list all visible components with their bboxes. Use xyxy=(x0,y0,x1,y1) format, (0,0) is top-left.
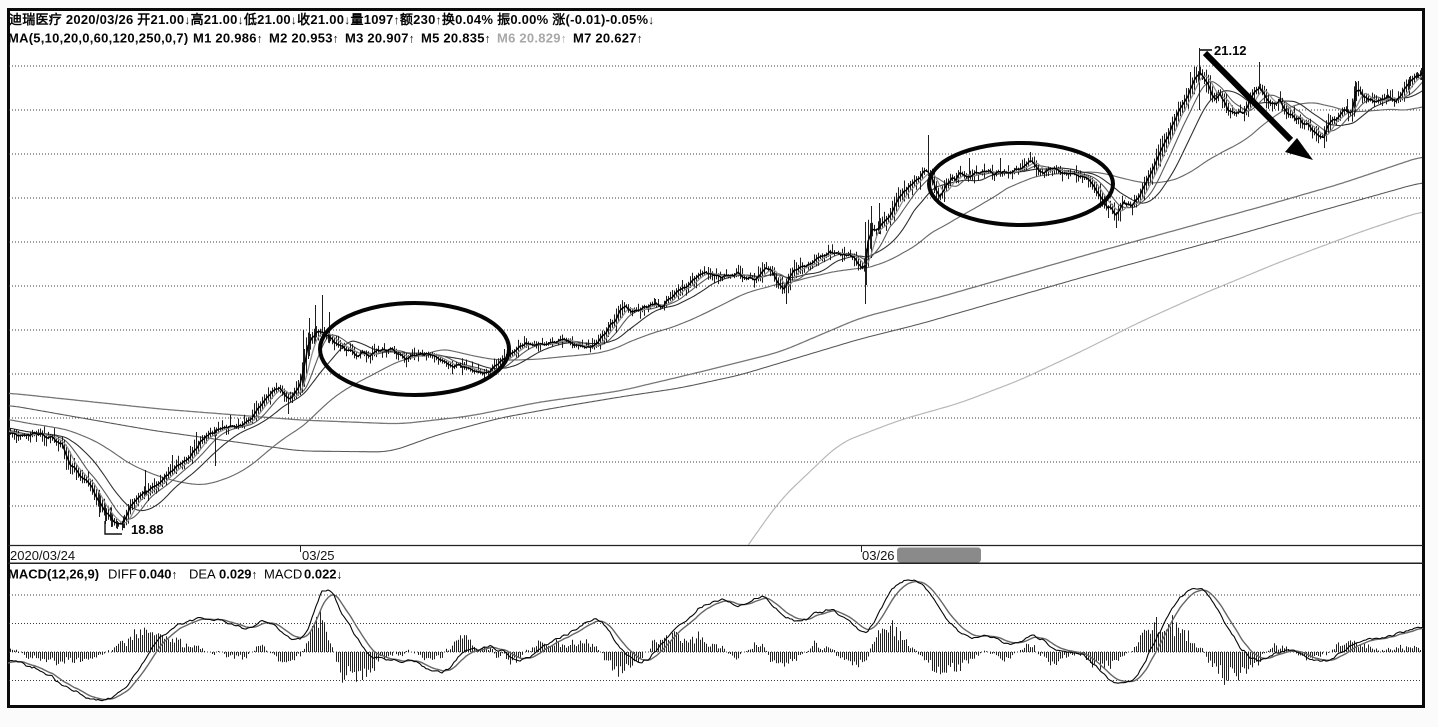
svg-text:03/26: 03/26 xyxy=(862,548,895,563)
svg-text:21.12: 21.12 xyxy=(1214,43,1247,58)
svg-text:2020/03/24: 2020/03/24 xyxy=(10,548,75,563)
svg-text:MA(5,10,20,0,60,120,250,0,7)M1: MA(5,10,20,0,60,120,250,0,7) M1 20.986↑ M2… xyxy=(8,31,643,46)
svg-text:03/25: 03/25 xyxy=(302,548,335,563)
svg-text:迪瑞医疗 2020/03/26 开21.00↓高21.00↓: 迪瑞医疗 2020/03/26 开21.00↓高21.00↓低21.00↓收21… xyxy=(9,12,655,27)
svg-text:18.88: 18.88 xyxy=(131,522,164,537)
